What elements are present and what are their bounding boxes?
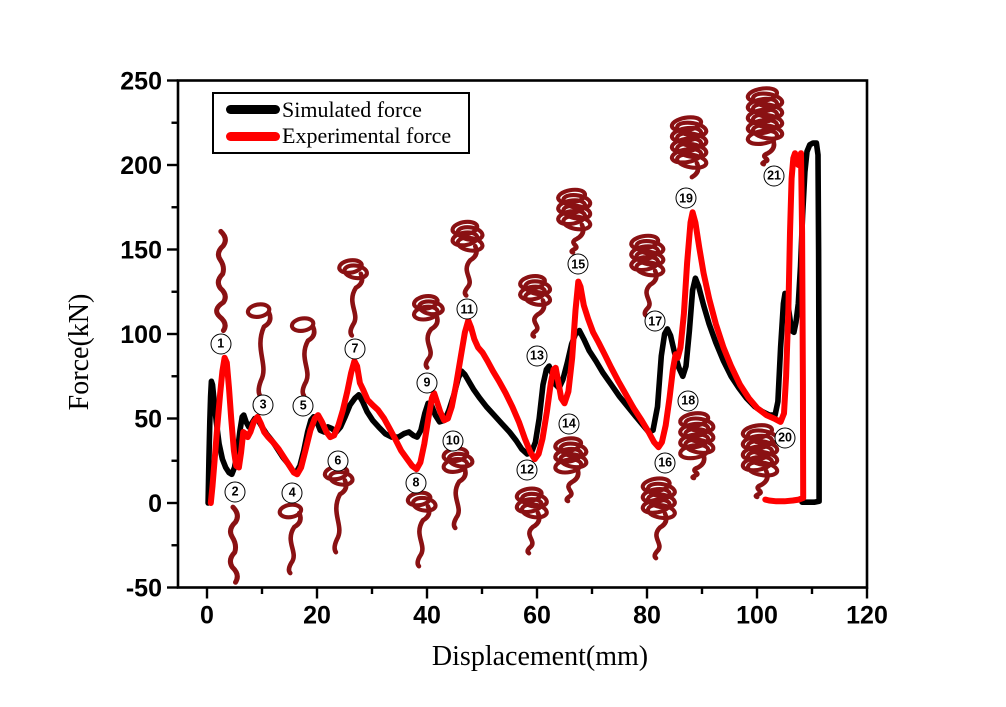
- y-tick-label: -50: [126, 575, 162, 603]
- x-tick-label: 120: [846, 602, 888, 630]
- series-simulated: [205, 140, 822, 506]
- stage-marker-15: 15: [567, 253, 589, 275]
- coil-sketch-18: [678, 411, 716, 481]
- coil-sketch-16: [640, 476, 677, 561]
- experimental-line-swatch: [226, 131, 280, 141]
- coil-sketch-9: [412, 294, 445, 370]
- x-tick-label: 0: [200, 602, 214, 630]
- coil-sketch-11: [450, 219, 485, 298]
- stage-marker-17: 17: [644, 310, 666, 332]
- stage-marker-1: 1: [210, 333, 232, 355]
- coil-sketch-17: [629, 233, 666, 318]
- coil-sketch-3: [245, 302, 273, 398]
- axis-ticks: [167, 79, 869, 599]
- x-tick-label: 100: [736, 602, 778, 630]
- stage-marker-21: 21: [763, 165, 785, 187]
- stage-marker-5: 5: [292, 395, 314, 417]
- coil-sketch-2: [227, 504, 240, 585]
- coil-sketch-12: [514, 486, 549, 556]
- y-tick-label: 150: [120, 237, 162, 265]
- stage-marker-2: 2: [224, 481, 246, 503]
- stage-marker-12: 12: [516, 459, 538, 481]
- stage-marker-16: 16: [654, 452, 676, 474]
- series-experimental: [207, 150, 807, 506]
- legend-label-simulated: Simulated force: [282, 96, 422, 122]
- stage-marker-4: 4: [281, 482, 303, 504]
- coil-sketch-6: [322, 464, 355, 555]
- x-tick-label: 80: [633, 602, 661, 630]
- coil-sketch-layer: [214, 86, 785, 585]
- coil-sketch-7: [337, 258, 369, 338]
- stage-marker-3: 3: [252, 394, 274, 416]
- coil-sketch-21: [745, 86, 785, 167]
- stage-marker-14: 14: [558, 413, 580, 435]
- coil-sketch-19: [669, 115, 709, 180]
- stage-marker-7: 7: [344, 338, 366, 360]
- legend: Simulated force Experimental force: [212, 92, 470, 154]
- coil-sketch-10: [441, 446, 475, 531]
- y-tick-label: 250: [120, 68, 162, 96]
- coil-sketch-15: [556, 187, 593, 255]
- legend-label-experimental: Experimental force: [282, 123, 452, 149]
- coil-sketch-8: [405, 490, 438, 569]
- coil-sketch-4: [277, 502, 304, 576]
- stage-marker-13: 13: [526, 345, 548, 367]
- stage-marker-19: 19: [675, 187, 697, 209]
- y-tick-label: 100: [120, 321, 162, 349]
- simulated-line-swatch: [226, 105, 280, 115]
- y-tick-label: 50: [134, 406, 162, 434]
- y-axis-title: Force(kN): [64, 293, 95, 411]
- stage-marker-6: 6: [327, 450, 349, 472]
- x-tick-label: 40: [413, 602, 441, 630]
- y-tick-label: 0: [148, 490, 162, 518]
- x-axis-title: Displacement(mm): [431, 641, 649, 672]
- legend-item-simulated: Simulated force: [226, 97, 460, 123]
- coil-sketch-1: [214, 228, 228, 334]
- y-tick-label: 200: [120, 152, 162, 180]
- stage-marker-10: 10: [442, 430, 464, 452]
- coil-sketch-13: [518, 274, 553, 339]
- coil-sketch-14: [553, 436, 589, 504]
- stage-marker-20: 20: [774, 427, 796, 449]
- coil-sketch-20: [740, 423, 780, 500]
- stage-marker-11: 11: [456, 298, 478, 320]
- stage-marker-9: 9: [416, 372, 438, 394]
- coil-sketch-5: [289, 316, 317, 398]
- x-tick-label: 20: [303, 602, 331, 630]
- x-tick-label: 60: [523, 602, 551, 630]
- stage-marker-18: 18: [677, 390, 699, 412]
- stage-marker-8: 8: [405, 472, 427, 494]
- legend-item-experimental: Experimental force: [226, 123, 460, 149]
